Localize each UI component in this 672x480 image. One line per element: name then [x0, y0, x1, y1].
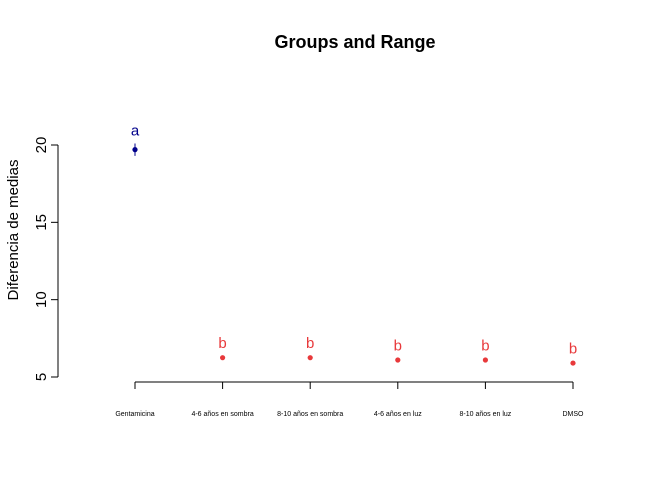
- data-point: [220, 355, 226, 361]
- x-tick-label: 4-6 años en luz: [374, 411, 422, 418]
- x-tick-label: 8-10 años en sombra: [277, 411, 343, 418]
- group-letter: b: [481, 337, 489, 354]
- group-letter: b: [569, 341, 577, 358]
- chart-title: Groups and Range: [274, 32, 435, 52]
- y-tick-label: 15: [33, 214, 50, 231]
- group-letter: b: [306, 335, 314, 352]
- x-tick-label: 8-10 años en luz: [460, 411, 512, 418]
- data-point: [307, 355, 313, 361]
- x-tick-label: 4-6 años en sombra: [191, 411, 253, 418]
- group-letter: b: [394, 337, 402, 354]
- y-tick-label: 5: [33, 373, 50, 381]
- group-letter: a: [131, 122, 140, 139]
- x-tick-label: DMSO: [563, 411, 585, 418]
- data-point: [395, 357, 401, 363]
- data-point: [482, 357, 488, 363]
- x-axis-ticks: Gentamicina 4-6 años en sombra 8-10 años e…: [115, 382, 584, 418]
- x-tick-label: Gentamicina: [115, 411, 154, 418]
- y-tick-label: 10: [33, 291, 50, 308]
- data-points: a b b b b b: [131, 122, 577, 366]
- y-axis-label: Diferencia de medias: [5, 160, 22, 301]
- y-tick-label: 20: [33, 137, 50, 154]
- y-axis-ticks: 5 10 15 20: [33, 137, 58, 381]
- data-point: [570, 360, 576, 366]
- group-letter: b: [218, 335, 226, 352]
- data-point: [132, 147, 138, 153]
